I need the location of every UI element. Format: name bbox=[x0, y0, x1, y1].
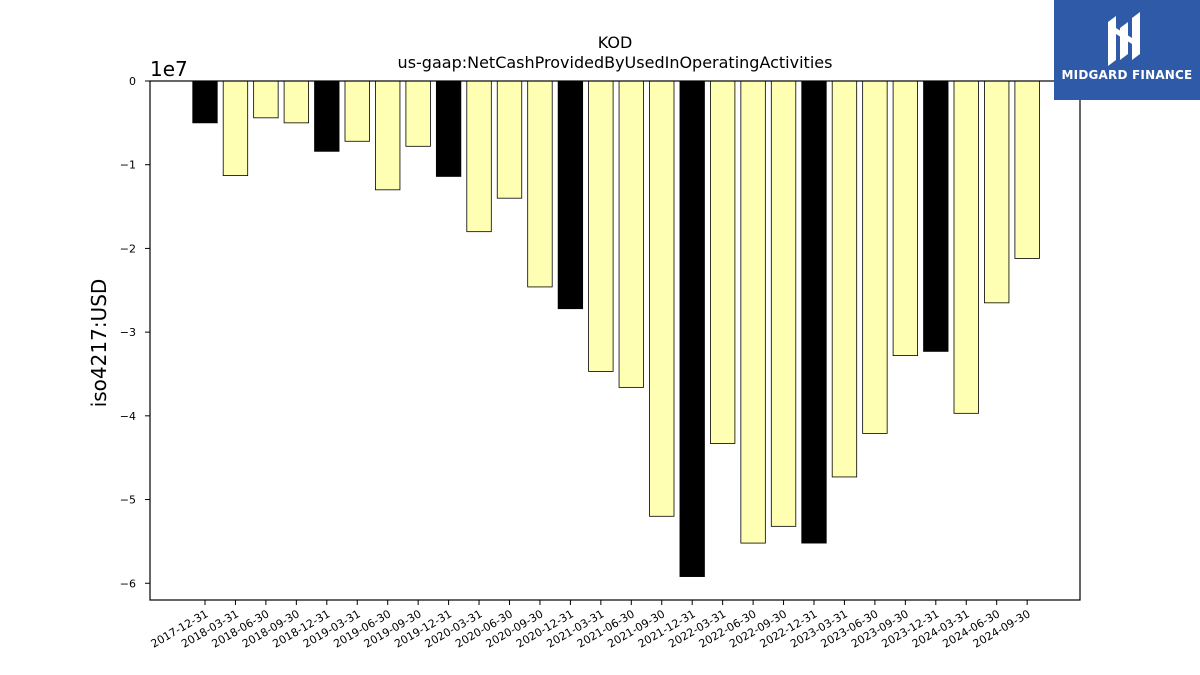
y-tick-label: −4 bbox=[120, 410, 136, 423]
bar-2022-03-31 bbox=[710, 80, 736, 444]
bar-2020-06-30 bbox=[496, 80, 523, 199]
y-tick-label: −6 bbox=[120, 577, 136, 590]
brand-logo: MIDGARD FINANCE bbox=[1054, 0, 1200, 100]
y-tick-label: −3 bbox=[120, 326, 136, 339]
bar-2020-03-31 bbox=[466, 80, 492, 233]
x-ticks-group: 2017-12-312018-03-312018-06-302018-09-30… bbox=[149, 600, 1033, 651]
bar-2024-06-30 bbox=[984, 80, 1010, 304]
y-tick-label: −5 bbox=[120, 494, 136, 507]
midgard-logo-icon bbox=[1108, 12, 1140, 66]
chart-subtitle: us-gaap:NetCashProvidedByUsedInOperating… bbox=[398, 53, 833, 72]
y-tick-label: 0 bbox=[129, 75, 136, 88]
bar-2021-03-31 bbox=[588, 80, 614, 372]
bar-2024-03-31 bbox=[953, 80, 979, 414]
bar-2019-12-31 bbox=[435, 80, 462, 177]
bar-2022-06-30 bbox=[740, 80, 766, 544]
y-axis-label: iso4217:USD bbox=[87, 279, 111, 408]
bar-2018-03-31 bbox=[222, 80, 249, 176]
bar-2022-09-30 bbox=[770, 80, 797, 527]
bar-2019-03-31 bbox=[344, 80, 370, 142]
bar-2023-12-31 bbox=[923, 80, 949, 352]
bars-group bbox=[192, 80, 1040, 577]
plot-frame bbox=[149, 80, 1081, 601]
bar-2023-09-30 bbox=[892, 80, 918, 356]
bar-2023-03-31 bbox=[831, 80, 858, 478]
bar-2021-12-31 bbox=[679, 80, 705, 577]
bar-2019-09-30 bbox=[405, 80, 431, 147]
bar-2020-12-31 bbox=[557, 80, 584, 310]
y-tick-label: −1 bbox=[120, 159, 136, 172]
bar-2018-12-31 bbox=[314, 80, 340, 152]
bar-2018-09-30 bbox=[283, 80, 310, 124]
bar-2023-06-30 bbox=[862, 80, 888, 434]
y-ticks-group: 0 −1 −2 −3 −4 −5 −6 bbox=[120, 75, 150, 590]
brand-name: MIDGARD FINANCE bbox=[1061, 68, 1193, 82]
y-axis-multiplier: 1e7 bbox=[150, 57, 188, 81]
bar-2021-06-30 bbox=[618, 80, 644, 388]
bar-2018-06-30 bbox=[253, 80, 279, 119]
bar-2024-09-30 bbox=[1014, 80, 1040, 259]
bar-2022-12-31 bbox=[801, 80, 827, 544]
bar-2017-12-31 bbox=[192, 80, 218, 124]
bar-2019-06-30 bbox=[375, 80, 401, 191]
bar-2021-09-30 bbox=[649, 80, 675, 517]
bar-2020-09-30 bbox=[527, 80, 553, 288]
chart-title: KOD bbox=[598, 33, 633, 52]
y-tick-label: −2 bbox=[120, 242, 136, 255]
